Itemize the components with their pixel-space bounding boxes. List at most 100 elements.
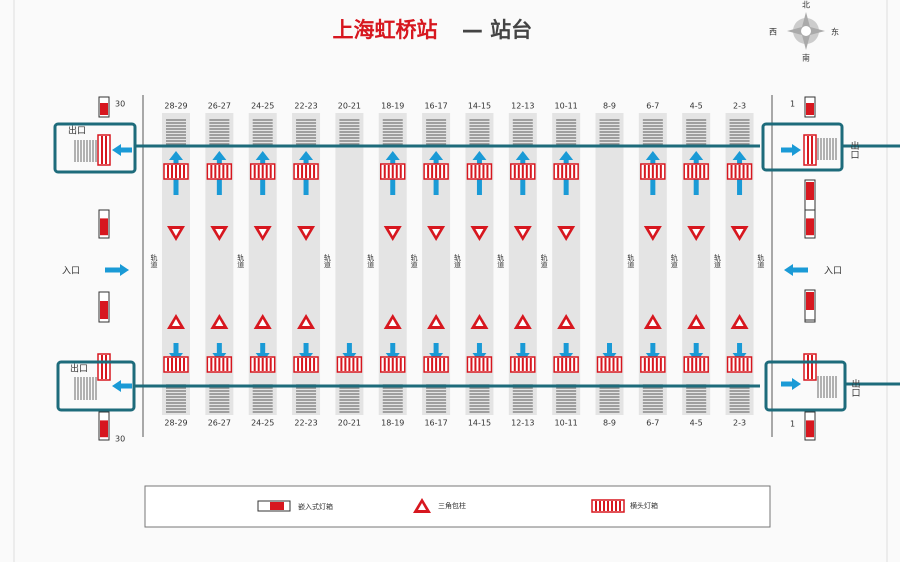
- arrow-shaft: [520, 343, 526, 354]
- lightbox-stripe: [573, 358, 576, 371]
- lightbox-stripe: [659, 358, 662, 371]
- lightbox-stripe: [595, 501, 597, 511]
- lightbox-stripe: [730, 358, 733, 371]
- platform-label: 24-25: [251, 102, 274, 111]
- lightbox-stripe: [218, 165, 221, 178]
- lightbox-stripe: [730, 165, 733, 178]
- lightbox-stripe: [695, 165, 698, 178]
- lightbox-stripe: [478, 165, 481, 178]
- legend-text: 横头灯箱: [630, 501, 658, 510]
- track-label: 轨道: [237, 253, 245, 269]
- triangle-inner: [215, 319, 224, 326]
- lightbox-stripe: [383, 358, 386, 371]
- lightbox-stripe: [478, 358, 481, 371]
- triangle-inner: [692, 229, 701, 236]
- triangle-inner: [388, 319, 397, 326]
- lightbox-stripe: [659, 165, 662, 178]
- embedded-lightbox-red: [806, 182, 814, 200]
- lightbox-stripe: [807, 136, 809, 164]
- arrow-shaft: [693, 343, 699, 354]
- lightbox-stripe: [557, 358, 560, 371]
- side-number: 1: [790, 100, 795, 109]
- lightbox-stripe: [101, 355, 103, 379]
- lightbox-stripe: [222, 358, 225, 371]
- lightbox-stripe: [399, 165, 402, 178]
- lightbox-stripe: [608, 358, 611, 371]
- arrow-shaft: [433, 343, 439, 354]
- highlight-frame: [53, 122, 137, 174]
- lightbox-stripe: [175, 358, 177, 371]
- platform-label: 18-19: [381, 419, 404, 428]
- lightbox-stripe: [399, 358, 402, 371]
- lightbox-stripe: [513, 358, 516, 371]
- lightbox-stripe: [439, 358, 442, 371]
- triangle-inner: [388, 229, 397, 236]
- legend-box: [144, 485, 771, 528]
- lightbox-stripe: [703, 358, 706, 371]
- lightbox-stripe: [340, 358, 343, 371]
- platform-label: 26-27: [208, 102, 231, 111]
- lightbox-stripe: [565, 358, 568, 371]
- platform-label: 14-15: [468, 102, 491, 111]
- arrow-head: [472, 151, 487, 160]
- embedded-lightbox-red: [100, 420, 108, 438]
- lightbox-stripe: [167, 165, 169, 178]
- lightbox-stripe: [474, 358, 477, 371]
- lightbox-stripe: [603, 501, 605, 511]
- platform-label: 20-21: [338, 102, 361, 111]
- highlight-frame: [764, 360, 847, 412]
- track-label: 轨道: [497, 253, 505, 269]
- track-label: 轨道: [410, 253, 418, 269]
- lightbox-stripe: [309, 165, 312, 178]
- platform-label: 10-11: [555, 419, 578, 428]
- arrow-shaft: [260, 343, 266, 354]
- arrow-shaft: [120, 147, 132, 153]
- triangle-inner: [418, 503, 426, 510]
- platform-label: 12-13: [511, 102, 534, 111]
- arrow-head: [559, 151, 574, 160]
- platform-label: 16-17: [424, 419, 447, 428]
- platform-label: 2-3: [733, 419, 746, 428]
- lightbox-stripe: [565, 165, 568, 178]
- lightbox-stripe: [529, 358, 532, 371]
- lightbox-stripe: [443, 358, 446, 371]
- arrow-shaft: [346, 343, 352, 354]
- arrow-shaft: [737, 343, 743, 354]
- arrow-head: [645, 151, 660, 160]
- lightbox-stripe: [391, 358, 394, 371]
- side-number: 30: [115, 435, 125, 444]
- lightbox-stripe: [699, 165, 702, 178]
- lightbox-stripe: [261, 165, 264, 178]
- lightbox-stripe: [210, 165, 213, 178]
- triangle-inner: [648, 229, 657, 236]
- arrow-shaft: [120, 383, 132, 389]
- track-label: 轨道: [323, 253, 331, 269]
- lightbox-stripe: [651, 358, 654, 371]
- lightbox-stripe: [431, 165, 434, 178]
- lightbox-stripe: [105, 136, 107, 164]
- lightbox-stripe: [171, 165, 173, 178]
- arrow-head: [689, 151, 704, 160]
- arrow-head: [299, 151, 314, 160]
- triangle-inner: [518, 229, 527, 236]
- exit-label: 出口: [849, 140, 860, 159]
- arrow-shaft: [303, 343, 309, 354]
- lightbox-stripe: [470, 165, 473, 178]
- exit-label: 出口: [850, 378, 861, 397]
- lightbox-stripe: [561, 165, 564, 178]
- triangle-inner: [475, 319, 484, 326]
- lightbox-stripe: [651, 165, 654, 178]
- triangle-inner: [562, 319, 571, 326]
- lightbox-stripe: [600, 358, 603, 371]
- lightbox-stripe: [443, 165, 446, 178]
- platform-label: 4-5: [690, 102, 703, 111]
- platform-label: 20-21: [338, 419, 361, 428]
- platform-label: 2-3: [733, 102, 746, 111]
- lightbox-stripe: [435, 165, 438, 178]
- lightbox-stripe: [395, 358, 398, 371]
- arrow-head: [784, 264, 793, 276]
- lightbox-stripe: [305, 165, 308, 178]
- legend-text: 嵌入式灯箱: [298, 502, 333, 511]
- compass-hub: [801, 26, 811, 36]
- lightbox-stripe: [257, 165, 260, 178]
